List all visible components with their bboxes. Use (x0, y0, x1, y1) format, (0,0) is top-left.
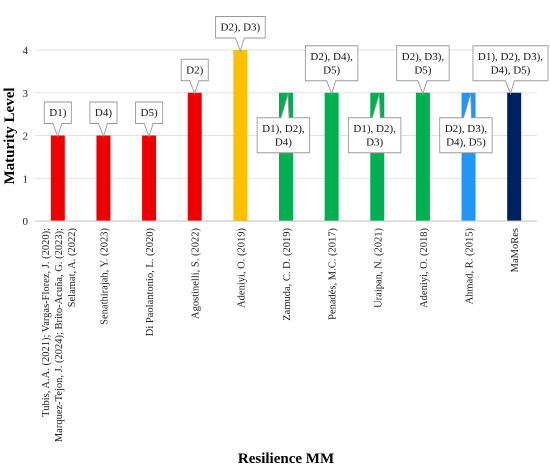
x-tick-label: Agostinelli, S. (2022) (191, 227, 202, 319)
data-label-text: D2), D3), (402, 51, 445, 63)
data-label-callout: D2), D3),D4), D5) (439, 93, 493, 154)
bar (187, 92, 202, 221)
data-label-text: D4) (95, 107, 112, 119)
data-label-callout: D5) (135, 101, 164, 138)
bar (233, 50, 248, 221)
x-tick-label: Ahmad, R. (2015) (465, 228, 476, 305)
data-label-callout: D1), D2),D3) (347, 93, 402, 154)
data-label-text: D5) (323, 64, 340, 76)
data-label-callout: D2), D4),D5) (304, 45, 359, 96)
data-label-text: D1) (49, 107, 66, 119)
bar (415, 92, 430, 221)
data-label-callout: D2), D3) (215, 16, 266, 53)
bar (50, 135, 65, 221)
x-tick-label: Senathirajah, Y. (2023) (99, 227, 110, 324)
data-label-text: D1), D2), (262, 123, 305, 135)
x-tick-label: Penadés, M.C. (2017) (328, 228, 339, 320)
bar (507, 92, 522, 221)
data-label-text: D4) (275, 136, 292, 148)
data-label-callout: D2), D3),D5) (396, 45, 450, 96)
data-label-callout: D2) (180, 58, 209, 96)
data-label-text: D3) (366, 136, 383, 148)
data-label-text: D4), D5) (446, 136, 486, 148)
x-tick-label: Zamuda, C. D. (2019) (282, 227, 293, 320)
x-tick-label: MaMoRes (510, 228, 521, 272)
data-label-text: D1), D2), D3), (478, 51, 543, 63)
x-tick-label: Adeniyi, O. (2018) (419, 227, 430, 307)
data-label-text: D4), D5) (491, 64, 531, 76)
y-axis-title: Maturity Level (2, 87, 18, 184)
y-tick-label: 1 (23, 173, 29, 185)
y-tick-label: 3 (23, 88, 29, 100)
x-tick-label: Tubis, A.A. (2021); Vargas-Florez, J. (2… (41, 228, 78, 443)
data-label-text: D5) (141, 107, 158, 119)
data-label-callout: D1), D2), D3),D4), D5) (472, 45, 549, 96)
data-label-callout: D4) (89, 101, 118, 138)
data-label-callout: D1), D2),D4) (256, 93, 311, 154)
x-tick-label: Di Paolantonio, L. (2020) (145, 228, 156, 337)
data-label-text: D5) (414, 64, 431, 76)
bar (96, 135, 111, 221)
data-label-text: D2), D4), (310, 51, 353, 63)
x-tick-label: Adeniyi, O. (2019) (236, 227, 247, 307)
x-axis-title: Resilience MM (238, 451, 334, 467)
bar (142, 135, 157, 221)
data-label-text: D2) (186, 64, 203, 76)
y-tick-label: 0 (23, 216, 29, 228)
data-label-text: D2), D3) (221, 22, 261, 34)
y-tick-label: 2 (23, 131, 29, 143)
y-tick-label: 4 (23, 45, 29, 57)
bar (324, 92, 339, 221)
annotations: D1) D4) D5)D2)D2), D3)D1), D2),D4)D2), D4)… (43, 16, 549, 154)
data-label-text: D2), D3), (445, 123, 488, 135)
x-tick-label: Uraipan, N. (2021) (373, 228, 384, 308)
axes: 0 1 2 3 4 Tubis, A.A. (2021); Vargas-Florez, … (23, 45, 537, 443)
data-label-text: D1), D2), (353, 123, 396, 135)
data-label-callout: D1) (43, 101, 72, 138)
